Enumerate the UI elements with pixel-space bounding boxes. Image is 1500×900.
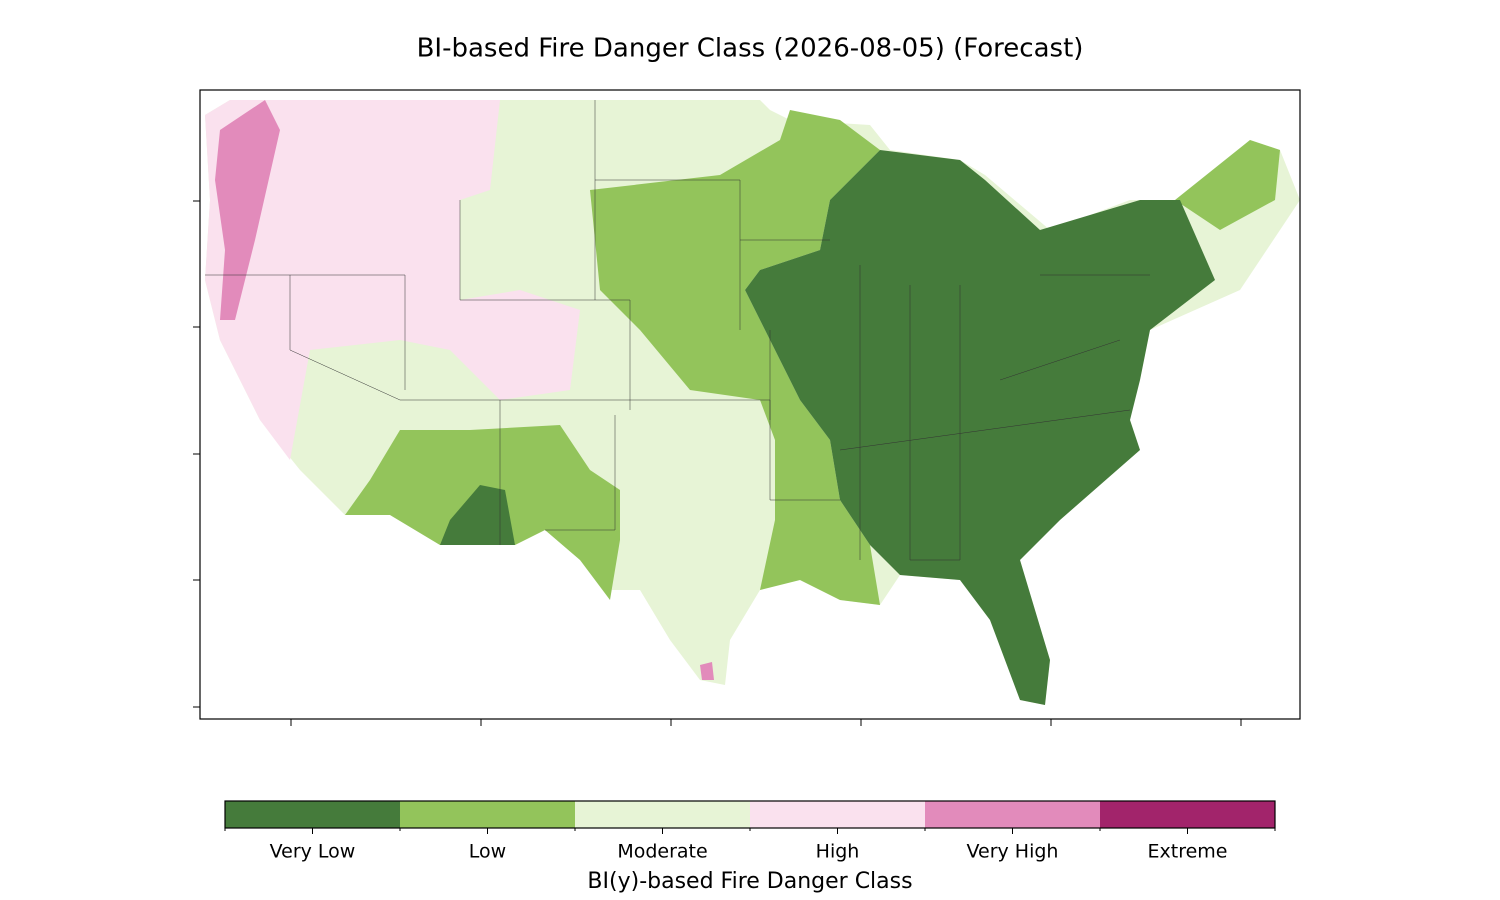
state-borders [205,100,1150,561]
colorbar-segment [225,801,400,828]
colorbar-tick-label: Extreme [1148,841,1228,863]
colorbar-segment [750,801,925,828]
region-very-high [215,100,280,320]
region-low [590,110,880,605]
colorbar-tick-label: High [816,841,860,863]
region-high [205,100,580,460]
region-very-low [745,150,1215,705]
colorbar-segment [400,801,575,828]
colorbar-tick-label: Moderate [617,841,707,863]
map [193,89,1301,726]
colorbar-tick-label: Low [469,841,506,863]
colorbar-segment [575,801,750,828]
colorbar-frame [224,800,1276,829]
colorbar-label: BI(y)-based Fire Danger Class [587,869,912,894]
colorbar-tick-label: Very High [967,841,1059,863]
colorbar-segment [1100,801,1275,828]
colorbar-segment [925,801,1100,828]
map-ticks [193,200,1242,726]
colorbar-tick-label: Very Low [270,841,356,863]
colorbar: Very Low Low Moderate High Very High Extreme [224,800,1276,863]
region-low [1175,140,1280,230]
map-frame [199,89,1301,720]
region-very-low [440,485,515,545]
map-title: BI-based Fire Danger Class (2026-08-05) … [417,34,1084,64]
region-very-high [700,662,714,680]
